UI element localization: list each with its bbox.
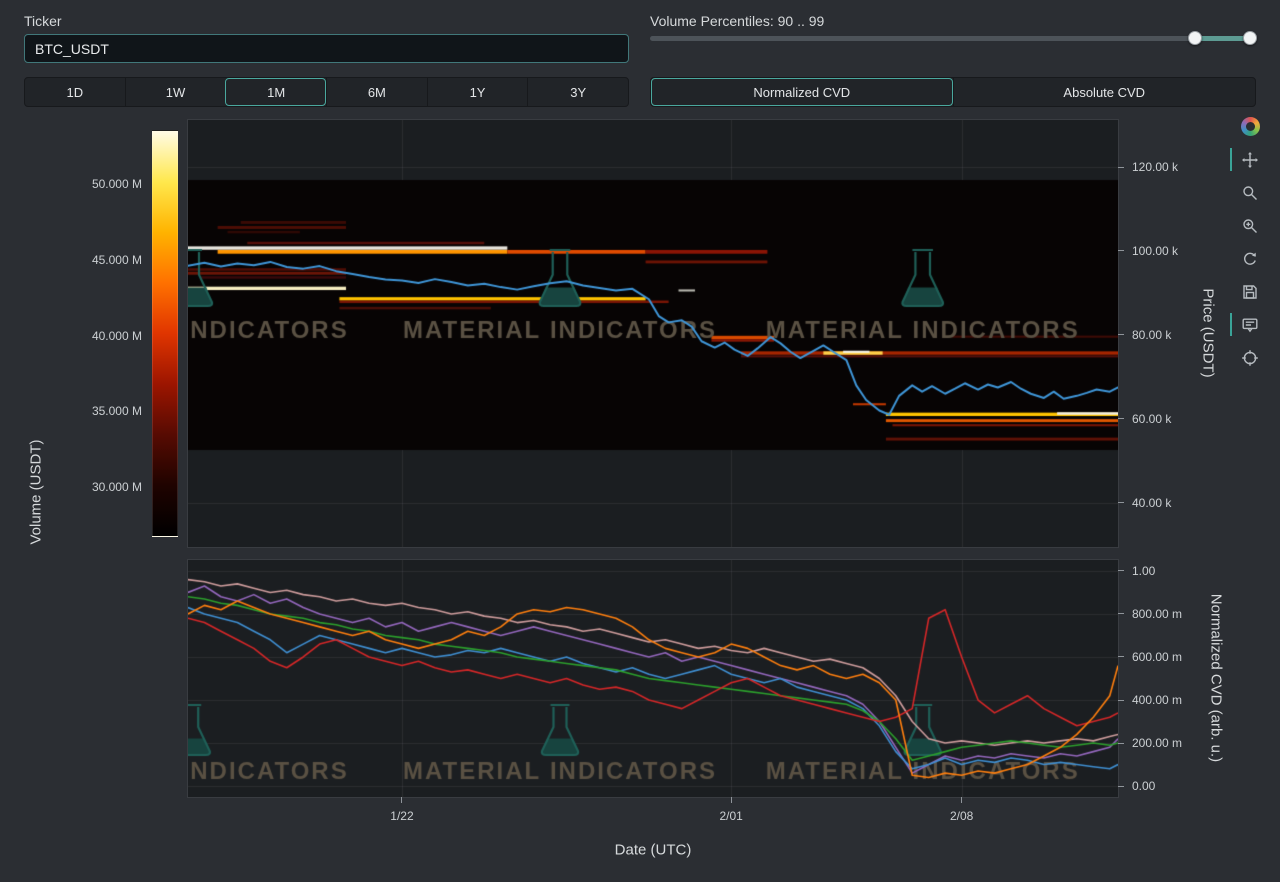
timeframe-button-1m[interactable]: 1M [225, 78, 326, 106]
price-heatmap-chart[interactable] [188, 120, 1118, 547]
cvd-axis-tick-label: 600.00 m [1132, 650, 1182, 664]
save-icon [1241, 283, 1259, 301]
cvd-axis-tick-mark [1118, 656, 1124, 657]
normalized-cvd-chart[interactable] [188, 560, 1118, 797]
price-axis-label: Price (USDT) [1200, 288, 1217, 377]
save-tool-button[interactable] [1237, 276, 1263, 307]
cvd-axis-tick-label: 0.00 [1132, 779, 1155, 793]
price-axis-tick-mark [1118, 334, 1124, 335]
cvd-axis-tick-mark [1118, 700, 1124, 701]
slider-selected-range [1195, 36, 1250, 41]
ticker-input[interactable] [24, 34, 629, 63]
wheel-zoom-tool-button[interactable] [1237, 210, 1263, 241]
cvd-axis-tick-label: 1.00 [1132, 564, 1155, 578]
cvd-axis-tick-mark [1118, 570, 1124, 571]
bokeh-toolbar [1237, 111, 1263, 373]
timeframe-button-1y[interactable]: 1Y [427, 78, 528, 106]
hover-tool-button[interactable] [1237, 309, 1263, 340]
volume-colorbar-tick-label: 40.000 M [42, 329, 142, 343]
date-axis-tick-mark [401, 797, 402, 803]
price-axis-tick-label: 120.00 k [1132, 160, 1178, 174]
cvd-axis-tick-label: 200.00 m [1132, 736, 1182, 750]
price-axis-tick-label: 80.00 k [1132, 328, 1171, 342]
timeframe-button-1d[interactable]: 1D [25, 78, 125, 106]
date-axis-tick-label: 1/22 [390, 809, 413, 823]
crosshair-tool-button[interactable] [1237, 342, 1263, 373]
date-axis-tick-label: 2/01 [719, 809, 742, 823]
timeframe-button-3y[interactable]: 3Y [527, 78, 628, 106]
cvd-axis-tick-mark [1118, 743, 1124, 744]
bokeh-logo[interactable] [1237, 111, 1263, 142]
volume-colorbar-tick-label: 30.000 M [42, 480, 142, 494]
cvd-axis-tick-mark [1118, 786, 1124, 787]
price-axis-tick-label: 100.00 k [1132, 244, 1178, 258]
box-zoom-icon [1241, 184, 1259, 202]
slider-handle-high[interactable] [1243, 31, 1257, 45]
slider-track[interactable] [650, 36, 1256, 41]
volume-colorbar-tick-label: 45.000 M [42, 253, 142, 267]
price-axis-tick-mark [1118, 167, 1124, 168]
price-axis-tick-label: 60.00 k [1132, 412, 1171, 426]
price-axis-tick-mark [1118, 418, 1124, 419]
cvd-axis-tick-label: 800.00 m [1132, 607, 1182, 621]
cvd-mode-button-normalized-cvd[interactable]: Normalized CVD [651, 78, 953, 106]
firecharts-dashboard: Ticker Volume Percentiles: 90 .. 99 1D1W… [0, 0, 1280, 882]
timeframe-button-6m[interactable]: 6M [326, 78, 427, 106]
crosshair-icon [1241, 349, 1259, 367]
cvd-mode-button-absolute-cvd[interactable]: Absolute CVD [953, 78, 1256, 106]
price-axis-tick-mark [1118, 502, 1124, 503]
cvd-axis-label: Normalized CVD (arb. u.) [1208, 594, 1225, 762]
price-axis-tick-mark [1118, 250, 1124, 251]
volume-percentiles-slider[interactable] [650, 27, 1256, 49]
volume-colorbar [152, 130, 178, 537]
bokeh-logo-icon [1241, 117, 1260, 136]
ticker-label: Ticker [24, 13, 62, 29]
pan-tool-button[interactable] [1237, 144, 1263, 175]
date-axis-label: Date (UTC) [615, 842, 692, 859]
date-axis-tick-label: 2/08 [950, 809, 973, 823]
cvd-mode-button-group: Normalized CVDAbsolute CVD [650, 77, 1256, 107]
hover-icon [1241, 316, 1259, 334]
pan-icon [1241, 151, 1259, 169]
wheel-zoom-icon [1241, 217, 1259, 235]
cvd-axis-tick-label: 400.00 m [1132, 693, 1182, 707]
cvd-axis-tick-mark [1118, 613, 1124, 614]
box-zoom-tool-button[interactable] [1237, 177, 1263, 208]
date-axis-tick-mark [961, 797, 962, 803]
date-axis-tick-mark [731, 797, 732, 803]
volume-colorbar-tick-label: 35.000 M [42, 404, 142, 418]
price-axis-tick-label: 40.00 k [1132, 496, 1171, 510]
timeframe-button-group: 1D1W1M6M1Y3Y [24, 77, 629, 107]
reset-icon [1241, 250, 1259, 268]
slider-handle-low[interactable] [1188, 31, 1202, 45]
volume-colorbar-tick-label: 50.000 M [42, 177, 142, 191]
reset-tool-button[interactable] [1237, 243, 1263, 274]
timeframe-button-1w[interactable]: 1W [125, 78, 226, 106]
